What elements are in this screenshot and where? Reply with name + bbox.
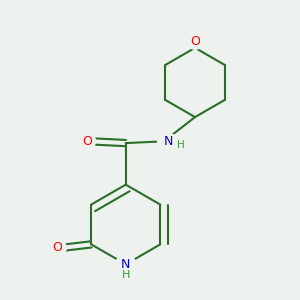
Text: O: O [53,242,63,254]
Ellipse shape [174,139,188,151]
Ellipse shape [49,240,66,256]
Ellipse shape [158,134,178,149]
Ellipse shape [186,34,204,49]
Text: H: H [122,270,130,280]
Ellipse shape [78,134,96,149]
Ellipse shape [118,268,134,282]
Text: H: H [177,140,184,150]
Text: N: N [163,135,173,148]
Text: O: O [190,35,200,48]
Text: N: N [121,258,130,271]
Text: O: O [82,135,92,148]
Ellipse shape [116,256,136,273]
